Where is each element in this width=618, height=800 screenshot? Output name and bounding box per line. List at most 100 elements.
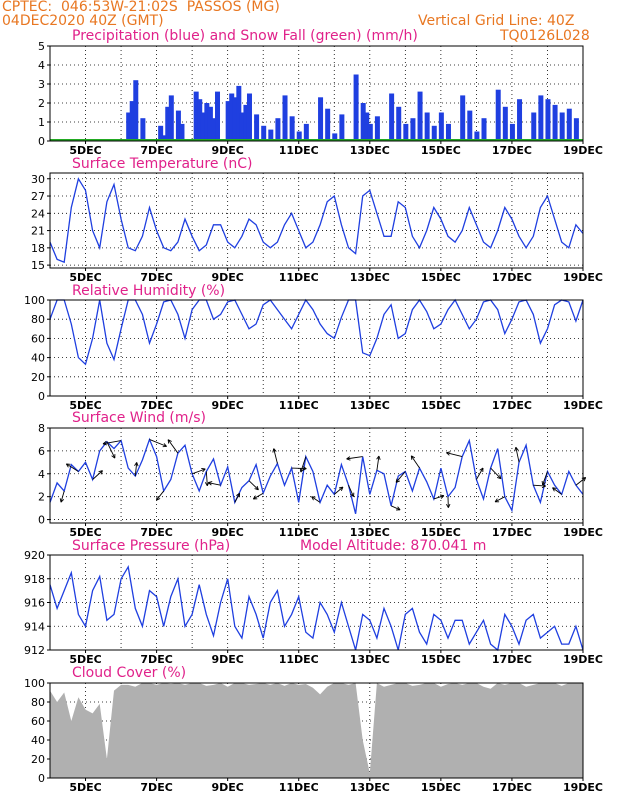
precip-bar: [481, 118, 487, 141]
wind-arrow: [134, 462, 138, 477]
wind-arrow-head: [65, 463, 71, 468]
wind-arrow-head: [346, 456, 351, 461]
wind-arrow: [348, 485, 354, 497]
y-tick-label: 912: [24, 644, 45, 657]
wind-arrow-head: [254, 485, 259, 491]
x-tick-label: 13DEC: [350, 653, 390, 666]
wind-arrow-head: [439, 494, 445, 499]
precip-bar: [129, 101, 135, 141]
wind-arrow: [106, 441, 116, 459]
y-tick-label: 0: [38, 772, 45, 785]
pressure-title: Surface Pressure (hPa): [72, 538, 231, 554]
wind-title: Surface Wind (m/s): [72, 410, 206, 426]
panel-4: 912 914 916 918 920 5DEC 7DEC 9DEC 11DEC 13DEC 15D…: [24, 549, 603, 666]
y-tick-label: 80: [31, 313, 45, 326]
precip-bar: [158, 125, 164, 141]
wind-arrow-head: [311, 496, 316, 501]
y-tick-label: 914: [24, 620, 45, 633]
wind-arrow: [476, 467, 484, 480]
wind-arrow: [515, 447, 520, 463]
precip-bar: [268, 129, 274, 141]
y-tick-label: 60: [31, 332, 45, 345]
precip-bar: [236, 85, 242, 141]
precip-bar: [566, 108, 572, 141]
precip-title: Precipitation (blue) and Snow Fall (gree…: [72, 28, 418, 44]
wind-arrow: [291, 467, 307, 470]
precip-bar: [204, 103, 210, 141]
precip-bar: [531, 112, 537, 141]
wind-arrow-head: [156, 496, 161, 501]
wind-arrow: [333, 486, 344, 495]
wind-arrow-head: [299, 468, 304, 473]
x-tick-label: 15DEC: [421, 653, 461, 666]
precip-bar: [495, 89, 501, 141]
precip-bar: [282, 95, 288, 141]
precip-bar: [207, 106, 213, 141]
x-tick-label: 7DEC: [140, 271, 172, 284]
wind-arrow-head: [395, 478, 400, 483]
wind-arrow-head: [338, 486, 344, 491]
precip-bar: [275, 118, 281, 141]
wind-arrow: [376, 455, 380, 471]
x-tick-label: 13DEC: [350, 781, 390, 794]
x-tick-label: 9DEC: [211, 271, 243, 284]
x-tick-label: 19DEC: [563, 781, 603, 794]
x-tick-label: 17DEC: [492, 526, 532, 539]
precip-bar: [364, 112, 370, 141]
wind-arrow: [390, 505, 401, 511]
precip-bar: [261, 125, 267, 141]
wind-arrow: [167, 439, 179, 454]
x-tick-label: 7DEC: [140, 399, 172, 412]
wind-arrow-head: [236, 492, 241, 498]
y-tick-label: 4: [38, 468, 45, 481]
precip-bar: [232, 97, 238, 141]
x-tick-label: 7DEC: [140, 144, 172, 157]
wind-arrow: [311, 496, 321, 503]
y-tick-label: 80: [31, 696, 45, 709]
cloud-title: Cloud Cover (%): [72, 665, 187, 681]
x-tick-label: 19DEC: [563, 653, 603, 666]
wind-arrow: [346, 456, 363, 460]
temperature-title: Surface Temperature (nC): [72, 156, 253, 172]
y-tick-label: 40: [31, 352, 45, 365]
wind-arrow-head: [446, 451, 451, 456]
precip-bar: [502, 106, 508, 141]
x-tick-label: 7DEC: [140, 781, 172, 794]
x-tick-label: 11DEC: [279, 271, 319, 284]
precip-bar: [296, 131, 302, 141]
x-tick-label: 15DEC: [421, 526, 461, 539]
wind-arrow: [494, 496, 506, 503]
y-tick-label: 27: [31, 190, 45, 203]
precip-bar: [193, 91, 199, 141]
panel-5: 0 20 40 60 80 100 5DEC 7DEC 9DEC 11DEC 13DEC 15DEC 1…: [24, 677, 603, 794]
panel-frame: [49, 682, 584, 779]
precip-bar: [332, 133, 338, 141]
cloud-cover-area: [50, 683, 583, 778]
wind-arrow-head: [552, 487, 557, 492]
x-tick-label: 7DEC: [140, 526, 172, 539]
precip-bar: [431, 125, 437, 141]
x-tick-label: 5DEC: [69, 653, 101, 666]
wind-arrow-head: [581, 477, 587, 482]
x-tick-label: 5DEC: [69, 399, 101, 412]
wind-arrow-head: [98, 470, 103, 475]
precip-bar: [168, 95, 174, 141]
panel-frame: [49, 427, 584, 524]
y-tick-label: 0: [38, 514, 45, 527]
wind-arrow-head: [350, 492, 355, 497]
x-tick-label: 11DEC: [279, 653, 319, 666]
wind-arrow: [191, 468, 206, 475]
y-tick-label: 920: [24, 549, 45, 562]
precip-bar: [509, 123, 515, 141]
panel-0: 0 1 2 3 4 5 5DEC 7DEC 9DEC 11DEC 13DEC 15DEC 17DEC 19…: [38, 40, 603, 157]
wind-arrow-head: [162, 443, 167, 448]
x-tick-label: 7DEC: [140, 653, 172, 666]
x-tick-label: 15DEC: [421, 271, 461, 284]
wind-arrow-head: [479, 467, 484, 473]
y-tick-label: 1: [38, 116, 45, 129]
wind-arrow: [273, 448, 278, 464]
wind-arrow: [552, 487, 562, 495]
precip-bar: [175, 110, 181, 141]
y-tick-label: 3: [38, 78, 45, 91]
precip-bar: [200, 112, 206, 141]
